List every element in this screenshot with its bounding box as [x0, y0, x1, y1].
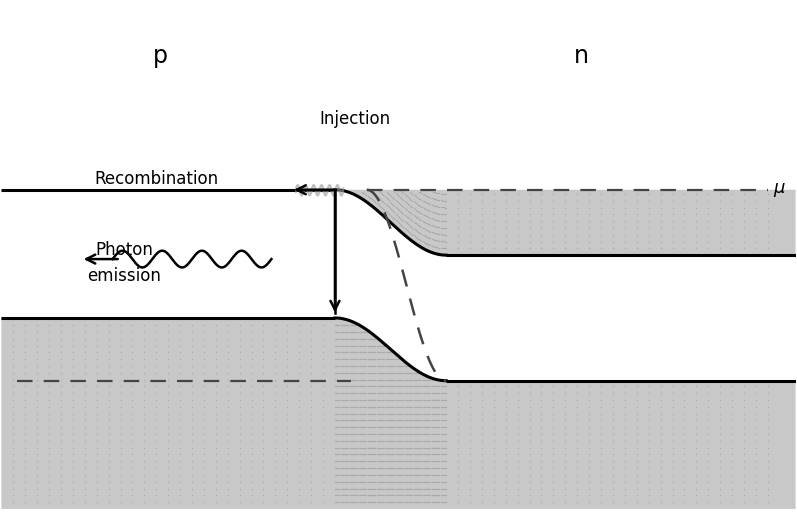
- Text: emission: emission: [88, 267, 162, 285]
- Text: Injection: Injection: [320, 110, 391, 128]
- Text: p: p: [153, 44, 167, 68]
- Text: n: n: [574, 44, 589, 68]
- Polygon shape: [2, 318, 795, 509]
- Text: Photon: Photon: [96, 241, 154, 259]
- Text: $\mu$: $\mu$: [773, 181, 787, 199]
- Polygon shape: [335, 190, 795, 255]
- Text: Recombination: Recombination: [94, 170, 218, 188]
